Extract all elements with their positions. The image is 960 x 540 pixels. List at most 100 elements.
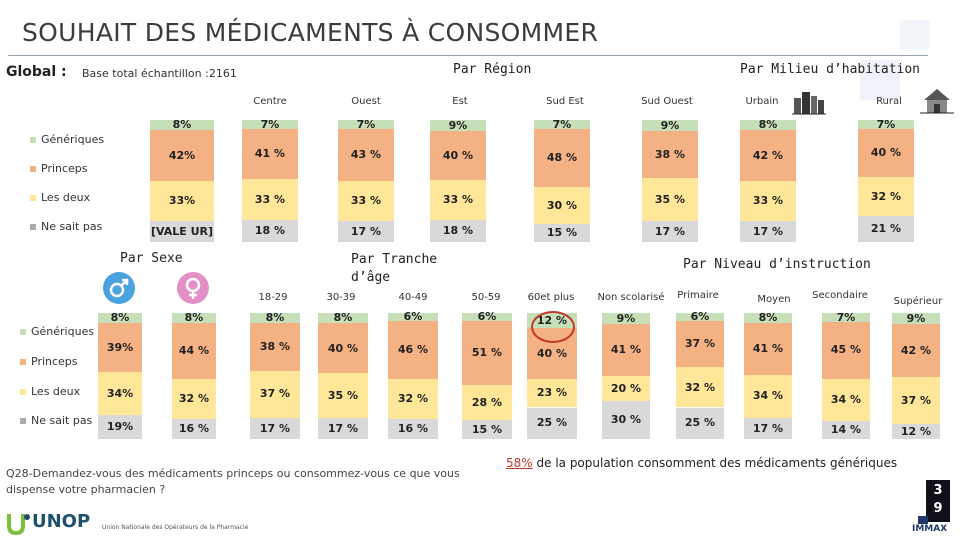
data-label: 7% [876, 117, 896, 131]
data-label: 51 % [471, 345, 503, 359]
data-label: 40 % [870, 146, 902, 160]
section-title-niveau: Par Niveau d’instruction [683, 257, 871, 272]
data-label: 34 % [752, 389, 784, 403]
bar-segment: 8% [740, 118, 796, 132]
data-label: 17 % [327, 421, 359, 435]
question-text: Q28-Demandez-vous des médicaments prince… [6, 467, 460, 496]
legend-label: Les deux [31, 385, 81, 398]
data-label: 15 % [546, 226, 578, 240]
data-label: 43 % [350, 147, 382, 161]
bar-segment: 34 % [744, 374, 792, 418]
bar-segment: 41 % [744, 323, 792, 375]
legend-item-global-0: Génériques [30, 133, 104, 146]
bar-segment: 18 % [430, 220, 486, 242]
data-label: 8% [172, 118, 192, 132]
category-label: Non scolarisé [597, 292, 665, 303]
female-icon [177, 272, 209, 304]
data-label: 17 % [654, 224, 686, 238]
key-finding-pct: 58% [506, 456, 533, 470]
bar-segment: 17 % [744, 417, 792, 439]
page-title: SOUHAIT DES MÉDICAMENTS À CONSOMMER [22, 18, 599, 47]
legend-swatch [30, 224, 36, 230]
category-label: Sud Ouest [641, 96, 693, 107]
bar-segment: 44 % [172, 323, 216, 379]
data-label: 6% [477, 310, 497, 323]
category-label: Moyen [757, 294, 791, 305]
section-title-sexe: Par Sexe [120, 251, 183, 266]
bar-segment: 42 % [892, 324, 940, 378]
category-label: Secondaire [812, 290, 868, 301]
bar-segment: 9% [642, 118, 698, 132]
data-label: 8% [758, 118, 778, 132]
legend-item-global-1: Princeps [30, 162, 88, 175]
unop-logo: UNOP Union Nationale des Opérateurs de l… [6, 508, 248, 538]
unop-logo-icon [7, 514, 30, 536]
bar-segment: 41 % [602, 324, 650, 376]
legend-swatch [20, 359, 26, 365]
data-label: 18 % [254, 224, 286, 238]
bar-segment: 51 % [462, 320, 512, 385]
data-label: 6% [403, 310, 423, 323]
bar-segment: 37 % [892, 377, 940, 424]
data-label: 9% [660, 118, 680, 132]
stacked-bar: 6% 46 % 32 % 16 % [388, 310, 438, 439]
data-label: 20 % [610, 381, 642, 395]
title-divider [8, 55, 928, 56]
bar-segment: 46 % [388, 320, 438, 379]
legend-swatch [30, 137, 36, 143]
data-label: 15 % [471, 422, 503, 436]
bar-segment: 7% [822, 312, 870, 323]
immax-logo: IMMAX [912, 524, 948, 534]
bar-segment: 45 % [822, 321, 870, 379]
data-label: 33 % [254, 192, 286, 206]
data-label: 46 % [397, 342, 429, 356]
bar-segment: 35 % [318, 373, 368, 418]
bar-segment: 32 % [172, 378, 216, 419]
category-label: Urbain [745, 96, 779, 107]
bar-segment: 37 % [676, 320, 724, 368]
highlight-circle [531, 311, 575, 343]
bar-segment: 7% [338, 118, 394, 130]
bar-segment: 33 % [740, 181, 796, 222]
base-sample-text: Base total échantillon :2161 [82, 67, 237, 80]
category-label: Rural [876, 96, 902, 107]
data-label: 9% [906, 311, 926, 325]
bar-segment: 39% [98, 323, 142, 373]
unop-logo-text: UNOP [32, 511, 91, 532]
bar-segment: 17 % [642, 221, 698, 242]
category-label: Est [452, 96, 468, 107]
legend-swatch [30, 166, 36, 172]
stacked-bar: 8% 38 % 37 % 17 % [250, 312, 300, 439]
bar-segment: 25 % [527, 407, 577, 439]
bar-segment: 28 % [462, 384, 512, 421]
bar-segment: 38 % [642, 131, 698, 178]
bar-segment: 38 % [250, 323, 300, 371]
legend-item-sexe-3: Ne sait pas [20, 414, 92, 427]
bar-segment: 20 % [602, 376, 650, 402]
data-label: 48 % [546, 151, 578, 165]
data-label: 8% [333, 311, 353, 325]
data-label: 16 % [397, 422, 429, 436]
data-label: 32 % [684, 380, 716, 394]
bar-segment: 40 % [858, 128, 914, 178]
immax-logo-mark [918, 516, 928, 524]
unop-logo-subtitle: Union Nationale des Opérateurs de la Pha… [102, 524, 249, 531]
data-label: 17 % [752, 224, 784, 238]
category-label: 18-29 [258, 292, 288, 303]
category-label: 50-59 [471, 292, 501, 303]
data-label: 33% [168, 194, 196, 208]
data-label: 19% [106, 420, 134, 434]
data-label: 17 % [259, 421, 291, 435]
bar-segment: 7% [242, 118, 298, 130]
stacked-bar: 8% 40 % 35 % 17 % [318, 311, 368, 439]
legend-label: Génériques [41, 133, 105, 146]
data-label: 44 % [178, 344, 210, 358]
stacked-bar: 7% 45 % 34 % 14 % [822, 312, 870, 439]
bar-segment: 9% [892, 311, 940, 325]
bar-segment: 34 % [822, 378, 870, 422]
stacked-bar: 7% 48 % 30 % 15 % [534, 118, 590, 242]
data-label: 37 % [684, 337, 716, 351]
data-label: 17 % [350, 224, 382, 238]
legend-item-global-2: Les deux [30, 191, 90, 204]
data-label: 34% [106, 386, 134, 400]
